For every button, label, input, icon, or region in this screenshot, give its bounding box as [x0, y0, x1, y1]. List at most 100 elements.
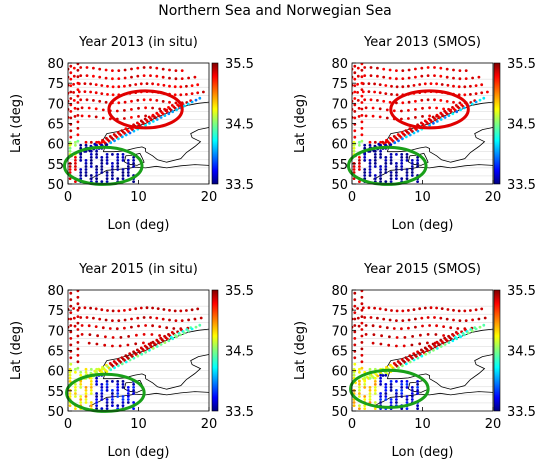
x-axis-label: Lon (deg)	[108, 445, 170, 460]
salinity-point	[395, 401, 398, 404]
salinity-point	[84, 395, 88, 398]
salinity-point	[95, 398, 98, 401]
salinity-point	[79, 168, 83, 171]
salinity-point	[470, 329, 474, 333]
salinity-point	[439, 316, 443, 320]
salinity-point	[426, 333, 430, 336]
salinity-point	[435, 120, 439, 123]
salinity-point	[360, 88, 364, 91]
salinity-point	[373, 306, 376, 310]
salinity-point	[410, 159, 414, 162]
salinity-point	[100, 162, 104, 165]
salinity-point	[356, 99, 360, 102]
salinity-point	[74, 370, 77, 374]
salinity-point	[104, 68, 108, 72]
salinity-point	[358, 370, 361, 374]
salinity-point	[134, 342, 138, 346]
salinity-point	[185, 84, 188, 88]
salinity-point	[471, 318, 474, 322]
x-tick-label: 20	[485, 190, 502, 205]
salinity-point	[126, 392, 130, 395]
salinity-point	[389, 401, 393, 404]
salinity-point	[111, 389, 114, 392]
salinity-point	[100, 367, 104, 371]
salinity-point	[452, 76, 455, 80]
salinity-point	[368, 140, 372, 144]
salinity-point	[373, 156, 377, 159]
x-tick-label: 10	[130, 417, 147, 432]
salinity-point	[126, 159, 130, 162]
salinity-point	[132, 162, 136, 165]
salinity-point	[414, 75, 417, 79]
salinity-point	[74, 140, 77, 144]
salinity-point	[89, 82, 92, 86]
salinity-point	[452, 100, 455, 104]
salinity-point	[420, 74, 424, 78]
salinity-point	[373, 383, 377, 386]
highlight-circle	[62, 145, 144, 186]
salinity-point	[89, 383, 93, 386]
salinity-point	[132, 156, 136, 159]
salinity-point	[352, 401, 356, 404]
salinity-point	[389, 174, 393, 177]
salinity-point	[116, 153, 120, 156]
salinity-point	[416, 386, 419, 389]
salinity-point	[439, 66, 443, 70]
salinity-point	[130, 67, 133, 71]
salinity-point	[364, 333, 368, 336]
salinity-point	[172, 327, 176, 330]
salinity-point	[384, 168, 388, 171]
panel-title: Year 2015 (in situ)	[78, 262, 198, 277]
salinity-point	[395, 165, 398, 168]
salinity-point	[400, 156, 404, 159]
x-tick-label: 10	[130, 190, 147, 205]
salinity-point	[161, 75, 165, 79]
y-axis-label: Lat (deg)	[9, 321, 24, 380]
salinity-point	[74, 143, 77, 147]
y-tick-label: 75	[47, 304, 64, 319]
salinity-point	[373, 401, 377, 404]
salinity-point	[111, 171, 114, 174]
salinity-point	[360, 114, 364, 117]
salinity-point	[379, 392, 382, 395]
salinity-point	[105, 174, 109, 177]
salinity-point	[165, 326, 169, 330]
salinity-point	[190, 308, 194, 312]
salinity-point	[76, 347, 80, 351]
salinity-point	[440, 307, 444, 310]
salinity-point	[76, 334, 80, 338]
map-layer	[68, 290, 209, 410]
salinity-point	[79, 383, 83, 386]
salinity-point	[353, 311, 357, 314]
salinity-point	[198, 96, 202, 100]
coastline	[103, 373, 146, 380]
salinity-point	[76, 88, 80, 91]
salinity-point	[404, 135, 408, 139]
salinity-point	[428, 106, 431, 110]
colorbar-tick-label: 34.5	[507, 345, 536, 360]
highlight-circle	[349, 368, 430, 409]
salinity-point	[95, 177, 98, 181]
salinity-point	[416, 162, 419, 165]
salinity-point	[100, 395, 104, 398]
salinity-point	[378, 325, 382, 328]
salinity-point	[116, 156, 120, 159]
salinity-point	[384, 398, 388, 401]
salinity-point	[190, 327, 194, 331]
salinity-point	[373, 392, 377, 395]
salinity-point	[100, 398, 104, 401]
salinity-point	[123, 100, 127, 104]
salinity-point	[411, 335, 414, 338]
salinity-point	[363, 386, 367, 389]
salinity-point	[130, 99, 133, 103]
salinity-point	[393, 141, 397, 145]
salinity-point	[95, 156, 98, 159]
y-tick-label: 55	[47, 385, 64, 400]
salinity-point	[395, 162, 398, 165]
salinity-point	[395, 177, 398, 181]
salinity-point	[111, 153, 114, 156]
salinity-point	[353, 71, 357, 75]
panel-4: Year 2015 (SMOS) 50 55 60 65 70 75 80 0 10 20 Lon (…	[293, 262, 536, 460]
salinity-point	[442, 325, 445, 328]
salinity-point	[132, 401, 136, 404]
